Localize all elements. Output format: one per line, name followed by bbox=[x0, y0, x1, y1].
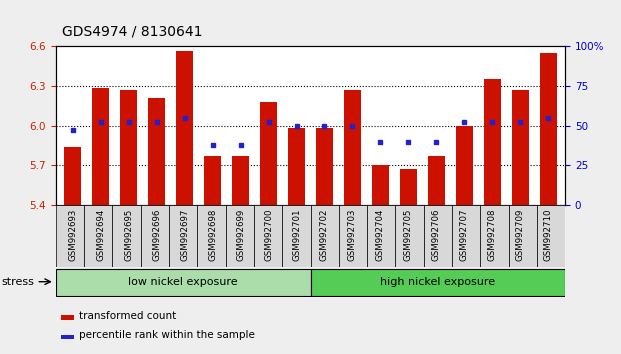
Bar bbox=[232, 156, 249, 205]
Bar bbox=[61, 335, 74, 339]
Bar bbox=[169, 205, 197, 267]
Bar bbox=[480, 205, 509, 267]
Bar bbox=[428, 156, 445, 205]
Text: GSM992700: GSM992700 bbox=[264, 209, 273, 261]
Bar bbox=[509, 205, 537, 267]
Bar bbox=[456, 126, 473, 205]
Bar bbox=[260, 102, 277, 205]
Text: GSM992698: GSM992698 bbox=[208, 209, 217, 261]
Text: low nickel exposure: low nickel exposure bbox=[129, 277, 238, 287]
Bar bbox=[372, 166, 389, 205]
Bar bbox=[141, 205, 169, 267]
Bar bbox=[282, 205, 310, 267]
Bar bbox=[93, 88, 109, 205]
Text: GSM992707: GSM992707 bbox=[460, 209, 469, 261]
Bar bbox=[65, 147, 81, 205]
Bar bbox=[84, 205, 112, 267]
Bar bbox=[56, 205, 84, 267]
Text: GSM992710: GSM992710 bbox=[544, 209, 553, 261]
Bar bbox=[512, 90, 528, 205]
Text: GSM992695: GSM992695 bbox=[124, 209, 133, 261]
Text: GSM992697: GSM992697 bbox=[180, 209, 189, 261]
Text: GSM992696: GSM992696 bbox=[152, 209, 161, 261]
Text: GSM992703: GSM992703 bbox=[348, 209, 357, 261]
Text: stress: stress bbox=[1, 277, 34, 287]
Bar bbox=[537, 205, 565, 267]
Bar bbox=[204, 156, 221, 205]
Bar bbox=[400, 170, 417, 205]
Bar bbox=[310, 205, 339, 267]
Bar bbox=[344, 90, 361, 205]
Bar bbox=[424, 205, 452, 267]
Text: GSM992706: GSM992706 bbox=[432, 209, 441, 261]
Bar bbox=[176, 51, 193, 205]
Text: percentile rank within the sample: percentile rank within the sample bbox=[79, 330, 255, 340]
Bar bbox=[316, 128, 333, 205]
Bar bbox=[452, 205, 480, 267]
Bar bbox=[339, 205, 367, 267]
Bar bbox=[310, 269, 565, 296]
Text: high nickel exposure: high nickel exposure bbox=[380, 277, 496, 287]
Bar bbox=[197, 205, 225, 267]
Text: GSM992694: GSM992694 bbox=[96, 209, 105, 261]
Text: GSM992709: GSM992709 bbox=[516, 209, 525, 261]
Bar bbox=[225, 205, 254, 267]
Bar bbox=[254, 205, 282, 267]
Bar bbox=[61, 315, 74, 320]
Bar bbox=[112, 205, 141, 267]
Text: GSM992702: GSM992702 bbox=[320, 209, 329, 261]
Bar bbox=[484, 79, 501, 205]
Text: GSM992699: GSM992699 bbox=[236, 209, 245, 261]
Bar bbox=[540, 53, 556, 205]
Text: GSM992708: GSM992708 bbox=[488, 209, 497, 261]
Bar bbox=[288, 128, 305, 205]
Bar bbox=[148, 98, 165, 205]
Text: GDS4974 / 8130641: GDS4974 / 8130641 bbox=[62, 25, 202, 39]
Bar bbox=[56, 269, 310, 296]
Text: GSM992693: GSM992693 bbox=[68, 209, 77, 261]
Text: transformed count: transformed count bbox=[79, 311, 176, 321]
Text: GSM992704: GSM992704 bbox=[376, 209, 385, 261]
Bar bbox=[396, 205, 424, 267]
Bar bbox=[367, 205, 396, 267]
Text: GSM992705: GSM992705 bbox=[404, 209, 413, 261]
Text: GSM992701: GSM992701 bbox=[292, 209, 301, 261]
Bar bbox=[120, 90, 137, 205]
